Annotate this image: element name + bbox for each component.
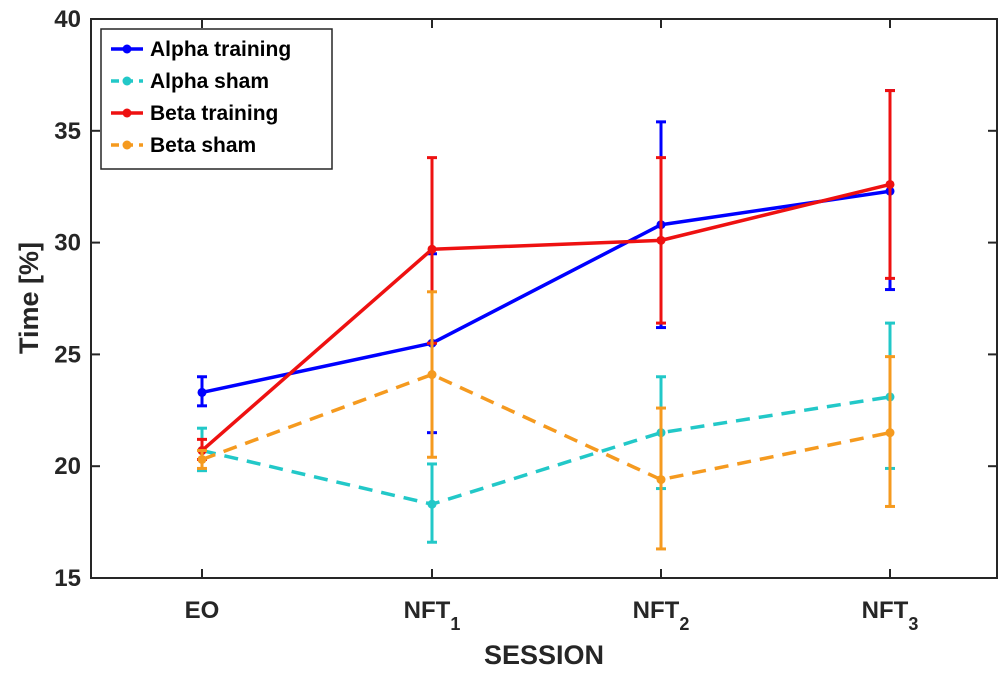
y-axis-title: Time [%] (14, 242, 44, 354)
legend-label: Beta training (150, 102, 278, 125)
series-beta-sham (197, 290, 895, 551)
data-point (885, 428, 895, 438)
legend-label: Beta sham (150, 134, 256, 157)
data-point (656, 475, 666, 485)
legend-swatch-marker (122, 44, 132, 54)
x-tick-label: NFT1 (404, 597, 461, 634)
y-tick-label: 35 (54, 118, 81, 145)
plot-frame (90, 18, 998, 579)
series-line (201, 189, 891, 395)
legend-swatch-marker (122, 76, 132, 86)
series-line (201, 372, 891, 482)
x-tick-label-base: NFT (633, 597, 680, 624)
data-point (427, 370, 437, 380)
y-tick-label: 40 (54, 6, 81, 33)
y-tick-label: 15 (54, 565, 81, 592)
x-axis-title: SESSION (484, 640, 604, 670)
x-tick-label-subscript: 3 (908, 614, 918, 634)
x-axis-ticks: EO NFT1 NFT2 NFT3 (185, 19, 919, 634)
y-tick-label: 25 (54, 341, 81, 368)
data-point (197, 387, 207, 397)
legend-label: Alpha training (150, 38, 291, 61)
x-tick-label-subscript: 2 (679, 614, 689, 634)
y-axis-ticks: 15 20 25 30 35 40 (54, 6, 997, 592)
series-line (201, 395, 891, 506)
x-tick-label-base: NFT (404, 597, 451, 624)
data-point (427, 244, 437, 254)
y-tick-label: 30 (54, 230, 81, 257)
x-tick-label: NFT2 (633, 597, 690, 634)
legend: Alpha training Alpha sham Beta training Bet… (100, 28, 333, 170)
data-point (197, 454, 207, 464)
data-point (656, 235, 666, 245)
data-point (885, 179, 895, 189)
series-layer (197, 89, 895, 551)
legend-swatch-marker (122, 140, 132, 150)
x-tick-label: NFT3 (862, 597, 919, 634)
x-tick-label-subscript: 1 (450, 614, 460, 634)
legend-swatch-marker (122, 108, 132, 118)
data-point (427, 499, 437, 509)
y-tick-label: 20 (54, 453, 81, 480)
x-tick-label: EO (185, 597, 220, 624)
x-tick-label-base: EO (185, 597, 220, 624)
x-tick-label-base: NFT (862, 597, 909, 624)
series-line (200, 182, 891, 452)
legend-label: Alpha sham (150, 70, 269, 93)
